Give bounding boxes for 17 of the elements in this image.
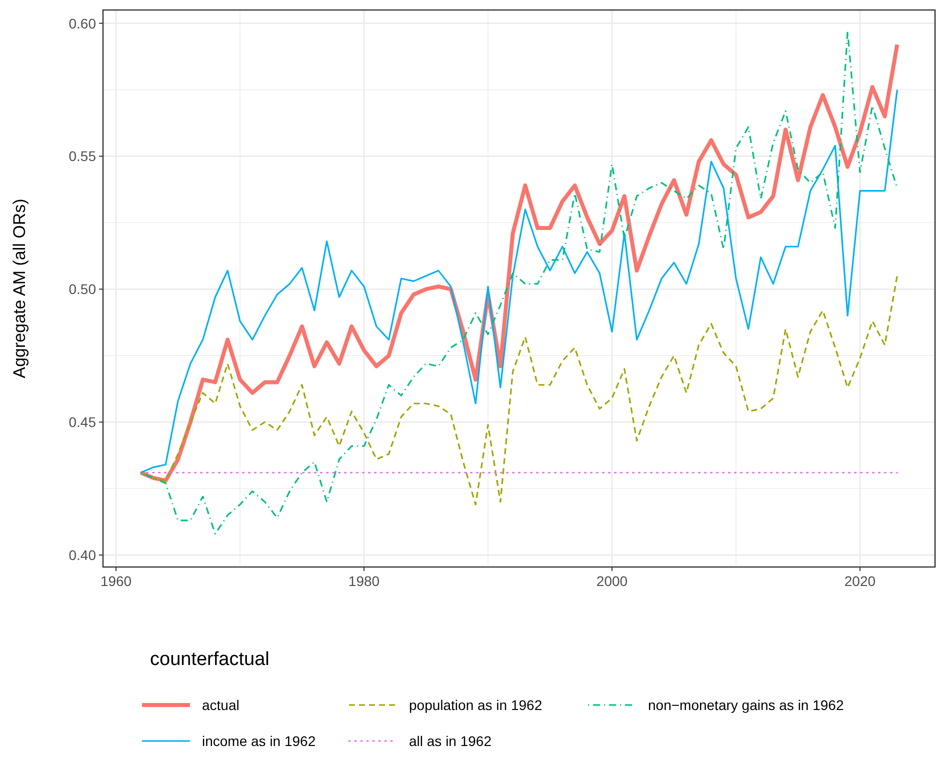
- y-axis-title: Aggregate AM (all ORs): [10, 198, 29, 378]
- legend-label: non−monetary gains as in 1962: [648, 697, 844, 713]
- line-series: [140, 275, 898, 506]
- y-tick-label: 0.45: [68, 414, 96, 430]
- x-tick-label: 1960: [100, 573, 132, 589]
- x-tick-label: 2000: [596, 573, 628, 589]
- legend-title: counterfactual: [150, 649, 270, 670]
- y-tick-label: 0.55: [68, 148, 96, 164]
- legend-label: actual: [202, 697, 240, 713]
- x-tick-label: 2020: [844, 573, 876, 589]
- legend-label: income as in 1962: [202, 733, 316, 749]
- y-tick-label: 0.60: [68, 15, 96, 32]
- x-tick-label: 1980: [348, 573, 380, 589]
- legend-label: all as in 1962: [409, 733, 492, 749]
- legend-label: population as in 1962: [409, 697, 542, 713]
- y-tick-label: 0.50: [68, 281, 96, 298]
- y-tick-label: 0.40: [68, 547, 96, 564]
